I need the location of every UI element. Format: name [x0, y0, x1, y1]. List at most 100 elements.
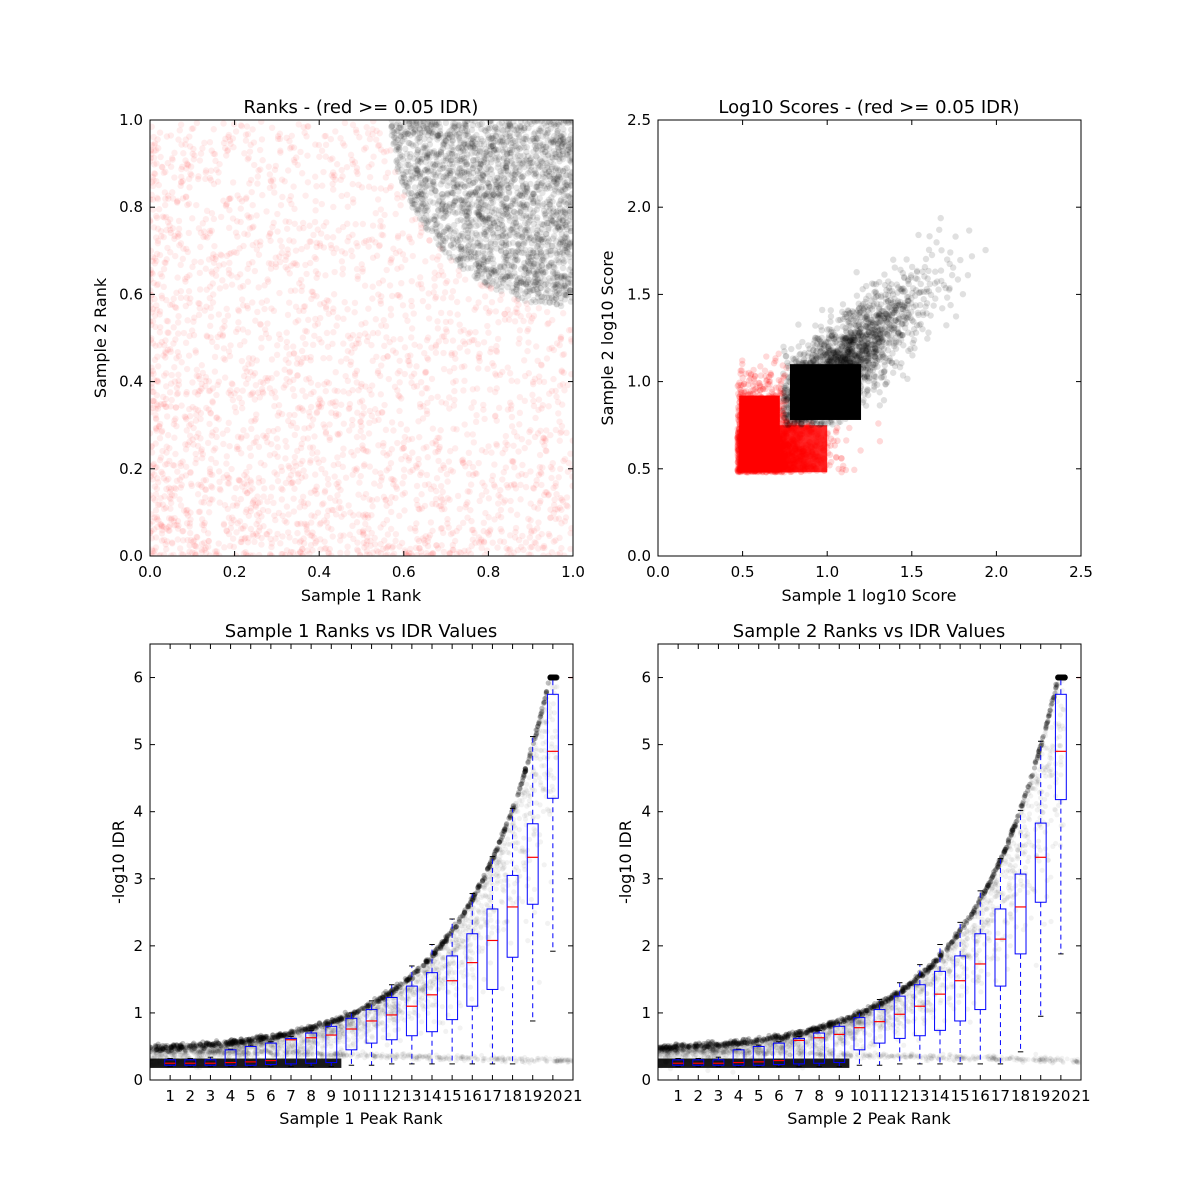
rank-point: [314, 270, 322, 278]
rank-point: [268, 484, 276, 491]
rank-point: [552, 270, 559, 277]
rank-point: [331, 268, 338, 276]
rank-point: [198, 454, 206, 462]
rank-point: [561, 221, 569, 229]
rank-point: [543, 290, 550, 297]
rank-point: [390, 336, 397, 343]
rank-point: [477, 170, 484, 177]
rank-point: [271, 189, 278, 196]
rank-point: [213, 548, 220, 555]
rank-point: [261, 461, 268, 469]
rank-point: [243, 432, 250, 439]
rank-point: [332, 128, 339, 135]
rank-point: [543, 230, 550, 238]
rank-point: [296, 504, 303, 511]
rank-point: [151, 147, 158, 154]
rank-point: [316, 240, 324, 247]
y-axis-label: Sample 2 Rank: [91, 277, 110, 398]
rank-point: [243, 123, 251, 130]
rank-point: [225, 419, 232, 427]
rank-point: [489, 229, 496, 237]
rank-point: [150, 305, 157, 313]
rank-point: [372, 316, 380, 323]
rank-point: [442, 120, 450, 127]
rank-point: [446, 201, 453, 208]
rank-point: [242, 551, 250, 556]
rank-point: [472, 216, 480, 223]
rank-point: [291, 431, 299, 439]
rank-point: [497, 170, 504, 177]
rank-point: [398, 178, 406, 185]
rank-point: [344, 237, 351, 245]
rank-point: [249, 499, 256, 507]
rank-point: [277, 201, 285, 209]
rank-point: [417, 280, 425, 288]
rank-point: [384, 353, 391, 360]
rank-point: [527, 517, 534, 524]
rank-point: [553, 180, 560, 188]
rank-point: [160, 400, 167, 408]
rank-point: [454, 492, 462, 500]
rank-point: [164, 431, 172, 439]
rank-point: [470, 162, 478, 169]
rank-point: [446, 549, 453, 556]
rank-point: [467, 181, 474, 188]
rank-point: [377, 524, 384, 531]
rank-point: [349, 160, 356, 168]
rank-point: [153, 515, 161, 523]
rank-point: [265, 163, 273, 170]
rank-point: [178, 359, 185, 366]
rank-point: [289, 549, 297, 556]
rank-point: [255, 284, 262, 291]
rank-point: [264, 438, 271, 446]
rank-point: [239, 525, 247, 532]
rank-point: [150, 224, 158, 231]
rank-point: [339, 223, 347, 231]
rank-point: [267, 493, 275, 501]
rank-point: [156, 311, 163, 318]
rank-point: [486, 308, 494, 315]
rank-point: [292, 247, 300, 254]
rank-point: [515, 240, 522, 248]
rank-point: [194, 442, 202, 450]
rank-point: [173, 198, 181, 205]
rank-point: [408, 277, 415, 285]
rank-point: [307, 489, 315, 496]
rank-point: [179, 255, 187, 263]
rank-point: [309, 547, 316, 554]
rank-point: [549, 316, 556, 324]
rank-point: [464, 250, 471, 258]
rank-point: [411, 525, 419, 532]
rank-point: [427, 129, 435, 136]
rank-point: [272, 516, 279, 524]
rank-point: [527, 180, 534, 188]
rank-point: [457, 254, 464, 262]
rank-point: [557, 273, 564, 280]
rank-point: [441, 505, 448, 513]
rank-point: [381, 537, 388, 544]
rank-point: [473, 267, 481, 274]
rank-point: [423, 336, 431, 344]
rank-point: [445, 458, 453, 465]
rank-point: [169, 540, 176, 547]
rank-point: [312, 197, 319, 205]
rank-point: [243, 468, 250, 476]
rank-point: [193, 455, 200, 463]
rank-point: [289, 479, 296, 486]
rank-point: [243, 368, 251, 375]
rank-point: [160, 233, 167, 241]
rank-point: [515, 340, 522, 347]
rank-point: [416, 274, 424, 281]
rank-point: [339, 140, 347, 147]
rank-point: [254, 389, 262, 396]
rank-point: [474, 274, 481, 282]
rank-point: [484, 529, 491, 536]
rank-point: [369, 126, 376, 133]
rank-point: [380, 449, 387, 456]
rank-point: [513, 305, 520, 312]
rank-point: [177, 462, 184, 470]
rank-point: [220, 197, 227, 204]
rank-point: [476, 267, 483, 275]
rank-point: [535, 519, 542, 526]
rank-point: [173, 477, 181, 485]
